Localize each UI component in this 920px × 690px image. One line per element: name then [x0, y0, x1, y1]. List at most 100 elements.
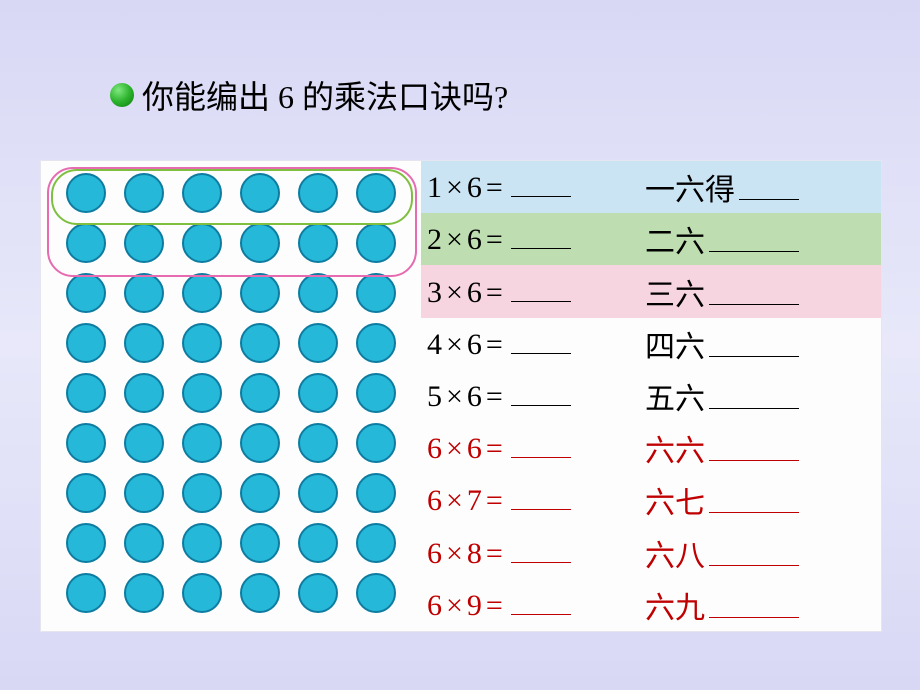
times-icon: × — [442, 223, 467, 257]
circle-icon — [124, 523, 164, 563]
circle-icon — [182, 523, 222, 563]
equation: 6×7= — [427, 482, 637, 518]
factor-a: 6 — [427, 484, 442, 518]
circle-icon — [182, 273, 222, 313]
answer-blank — [511, 482, 571, 510]
rhyme: 六八 — [645, 531, 799, 575]
equals-icon: = — [482, 484, 507, 518]
circle-icon — [124, 223, 164, 263]
times-icon: × — [442, 432, 467, 466]
circle-icon — [66, 523, 106, 563]
rhyme: 二六 — [645, 217, 799, 261]
rhyme-text: 六八 — [645, 531, 705, 575]
circle-icon — [124, 173, 164, 213]
circle-icon — [66, 373, 106, 413]
factor-b: 7 — [467, 484, 482, 518]
circle-icon — [182, 473, 222, 513]
factor-a: 2 — [427, 223, 442, 257]
equation-row: 6×7=六七 — [421, 474, 881, 526]
times-icon: × — [442, 328, 467, 362]
circle-icon — [240, 423, 280, 463]
circle-icon — [66, 473, 106, 513]
equals-icon: = — [482, 589, 507, 623]
rhyme-blank — [739, 172, 799, 200]
factor-b: 8 — [467, 537, 482, 571]
circle-icon — [298, 523, 338, 563]
answer-blank — [511, 326, 571, 354]
circle-icon — [356, 373, 396, 413]
circle-icon — [298, 273, 338, 313]
circle-icon — [124, 273, 164, 313]
equation-row: 2×6=二六 — [421, 213, 881, 265]
rhyme-blank — [709, 590, 799, 618]
equation: 3×6= — [427, 274, 637, 310]
rhyme-text: 三六 — [645, 270, 705, 314]
factor-b: 6 — [467, 328, 482, 362]
circle-icon — [240, 273, 280, 313]
main-panel: 1×6=一六得2×6=二六3×6=三六4×6=四六5×6=五六6×6=六六6×7… — [40, 160, 882, 632]
circle-icon — [124, 473, 164, 513]
circle-icon — [298, 323, 338, 363]
rhyme: 六九 — [645, 583, 799, 627]
circle-icon — [124, 423, 164, 463]
rhyme-blank — [709, 485, 799, 513]
equation: 6×6= — [427, 430, 637, 466]
factor-a: 6 — [427, 537, 442, 571]
rhyme: 一六得 — [645, 165, 799, 209]
rhyme: 三六 — [645, 270, 799, 314]
circle-icon — [356, 523, 396, 563]
circle-icon — [356, 573, 396, 613]
equals-icon: = — [482, 432, 507, 466]
circle-icon — [182, 323, 222, 363]
circles-grid — [53, 173, 409, 613]
circle-row — [66, 323, 396, 363]
equation-row: 3×6=三六 — [421, 265, 881, 317]
circle-icon — [66, 273, 106, 313]
factor-b: 6 — [467, 223, 482, 257]
circle-icon — [298, 223, 338, 263]
rhyme-text: 五六 — [645, 374, 705, 418]
circle-icon — [182, 373, 222, 413]
equation-row: 6×9=六九 — [421, 579, 881, 631]
rhyme: 六七 — [645, 478, 799, 522]
equations-column: 1×6=一六得2×6=二六3×6=三六4×6=四六5×6=五六6×6=六六6×7… — [421, 161, 881, 631]
equals-icon: = — [482, 328, 507, 362]
answer-blank — [511, 221, 571, 249]
rhyme-text: 六九 — [645, 583, 705, 627]
times-icon: × — [442, 484, 467, 518]
bullet-icon — [110, 83, 134, 107]
circle-icon — [298, 173, 338, 213]
equation-row: 1×6=一六得 — [421, 161, 881, 213]
factor-a: 6 — [427, 432, 442, 466]
equation: 6×9= — [427, 587, 637, 623]
answer-blank — [511, 587, 571, 615]
circle-icon — [298, 423, 338, 463]
circle-icon — [66, 223, 106, 263]
factor-a: 5 — [427, 380, 442, 414]
equation-row: 5×6=五六 — [421, 370, 881, 422]
factor-b: 6 — [467, 380, 482, 414]
times-icon: × — [442, 537, 467, 571]
factor-a: 1 — [427, 171, 442, 205]
rhyme-blank — [709, 433, 799, 461]
factor-a: 6 — [427, 589, 442, 623]
circle-row — [66, 373, 396, 413]
equation: 5×6= — [427, 378, 637, 414]
times-icon: × — [442, 589, 467, 623]
circle-icon — [66, 323, 106, 363]
factor-a: 4 — [427, 328, 442, 362]
equation-row: 4×6=四六 — [421, 318, 881, 370]
circle-icon — [240, 173, 280, 213]
circle-icon — [356, 423, 396, 463]
factor-b: 6 — [467, 171, 482, 205]
equation: 4×6= — [427, 326, 637, 362]
rhyme-text: 二六 — [645, 217, 705, 261]
circle-icon — [182, 573, 222, 613]
circle-icon — [240, 373, 280, 413]
circle-row — [66, 523, 396, 563]
times-icon: × — [442, 276, 467, 310]
rhyme-text: 六六 — [645, 426, 705, 470]
circle-icon — [356, 273, 396, 313]
circle-icon — [356, 173, 396, 213]
equals-icon: = — [482, 537, 507, 571]
